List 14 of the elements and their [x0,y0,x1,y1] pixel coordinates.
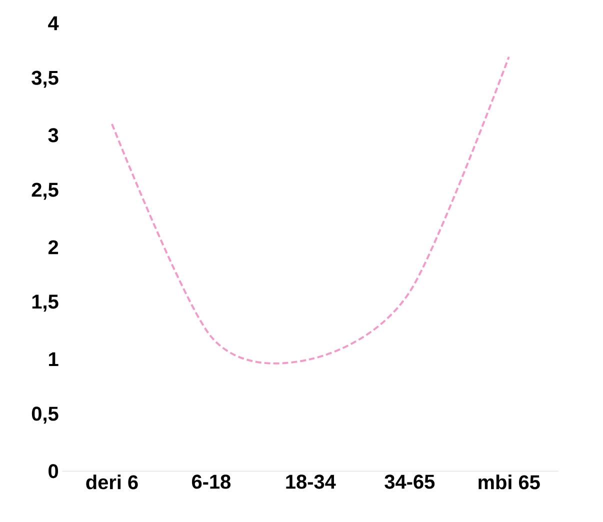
x-tick-label: 6-18 [192,474,231,489]
y-tick-label: 4 [48,16,59,30]
y-tick-label: 0,5 [32,406,58,424]
x-tick-label: 34-65 [384,474,435,489]
x-tick-label: mbi 65 [478,474,540,490]
y-tick-label: 2,5 [32,182,58,200]
y-tick-label: 0 [48,464,58,478]
y-tick-label: 2 [48,240,58,254]
y-tick-label: 3 [48,128,58,142]
y-tick-label: 1,5 [32,294,58,312]
y-tick-label: 1 [49,352,58,366]
x-tick-label: deri 6 [86,474,138,490]
x-tick-label: 18-34 [286,474,336,489]
y-tick-label: 3,5 [32,70,58,88]
